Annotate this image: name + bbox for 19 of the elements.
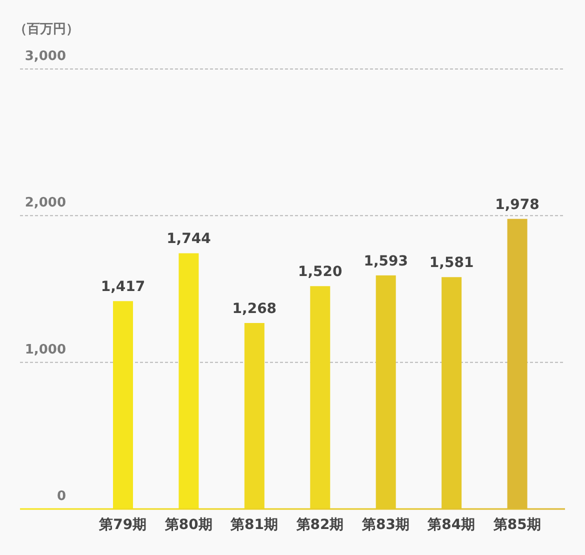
data-label: 1,520 [298, 264, 343, 280]
y-tick-label: 2,000 [24, 196, 66, 211]
data-label: 1,744 [166, 231, 212, 248]
x-tick-label: 第82期 [295, 517, 344, 533]
x-tick-label: 第84期 [426, 517, 476, 533]
x-tick-label: 第81期 [230, 517, 278, 533]
y-tick-label: 3,000 [24, 49, 66, 64]
x-tick-label: 第80期 [164, 517, 212, 533]
y-axis-title: （百万円） [14, 22, 79, 37]
x-tick-label: 第83期 [360, 517, 410, 533]
x-tick-label: 第79期 [98, 517, 147, 533]
y-tick-label: 1,000 [24, 342, 66, 358]
data-label: 1,581 [429, 255, 474, 272]
y-tick-label: 0 [56, 489, 66, 504]
data-label: 1,978 [495, 196, 540, 213]
x-tick-label: 第85期 [492, 517, 541, 533]
data-label: 1,417 [100, 279, 146, 296]
data-label: 1,268 [232, 301, 277, 318]
data-label: 1,593 [364, 253, 408, 270]
